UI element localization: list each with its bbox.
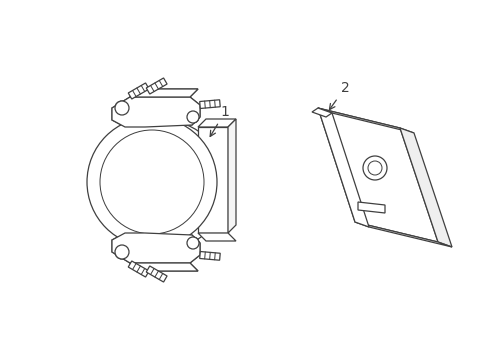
Polygon shape xyxy=(198,119,236,127)
Polygon shape xyxy=(128,83,149,99)
Polygon shape xyxy=(357,202,384,213)
Circle shape xyxy=(97,120,226,250)
Polygon shape xyxy=(112,233,200,263)
Circle shape xyxy=(186,111,199,123)
Polygon shape xyxy=(311,108,331,117)
Circle shape xyxy=(115,245,129,259)
Circle shape xyxy=(186,237,199,249)
Polygon shape xyxy=(317,108,413,133)
Polygon shape xyxy=(130,89,198,97)
Circle shape xyxy=(186,237,199,249)
Polygon shape xyxy=(146,78,167,94)
Polygon shape xyxy=(130,263,198,271)
Circle shape xyxy=(367,161,381,175)
Polygon shape xyxy=(354,222,451,247)
Polygon shape xyxy=(317,108,368,227)
Circle shape xyxy=(186,111,199,123)
Polygon shape xyxy=(227,119,236,233)
Polygon shape xyxy=(130,263,198,271)
Polygon shape xyxy=(130,89,198,97)
Polygon shape xyxy=(199,100,220,108)
Polygon shape xyxy=(146,266,167,282)
Polygon shape xyxy=(198,233,236,241)
Circle shape xyxy=(87,117,217,247)
Polygon shape xyxy=(199,252,220,260)
Text: 2: 2 xyxy=(329,81,348,109)
Polygon shape xyxy=(399,128,451,247)
Polygon shape xyxy=(112,233,200,263)
Circle shape xyxy=(115,101,129,115)
Polygon shape xyxy=(112,97,200,127)
Text: 1: 1 xyxy=(210,105,229,136)
Polygon shape xyxy=(198,127,227,233)
Polygon shape xyxy=(112,97,200,127)
Circle shape xyxy=(115,101,129,115)
Circle shape xyxy=(100,130,203,234)
Polygon shape xyxy=(317,108,437,242)
Circle shape xyxy=(110,133,214,237)
Circle shape xyxy=(115,245,129,259)
Circle shape xyxy=(362,156,386,180)
Polygon shape xyxy=(128,261,149,277)
